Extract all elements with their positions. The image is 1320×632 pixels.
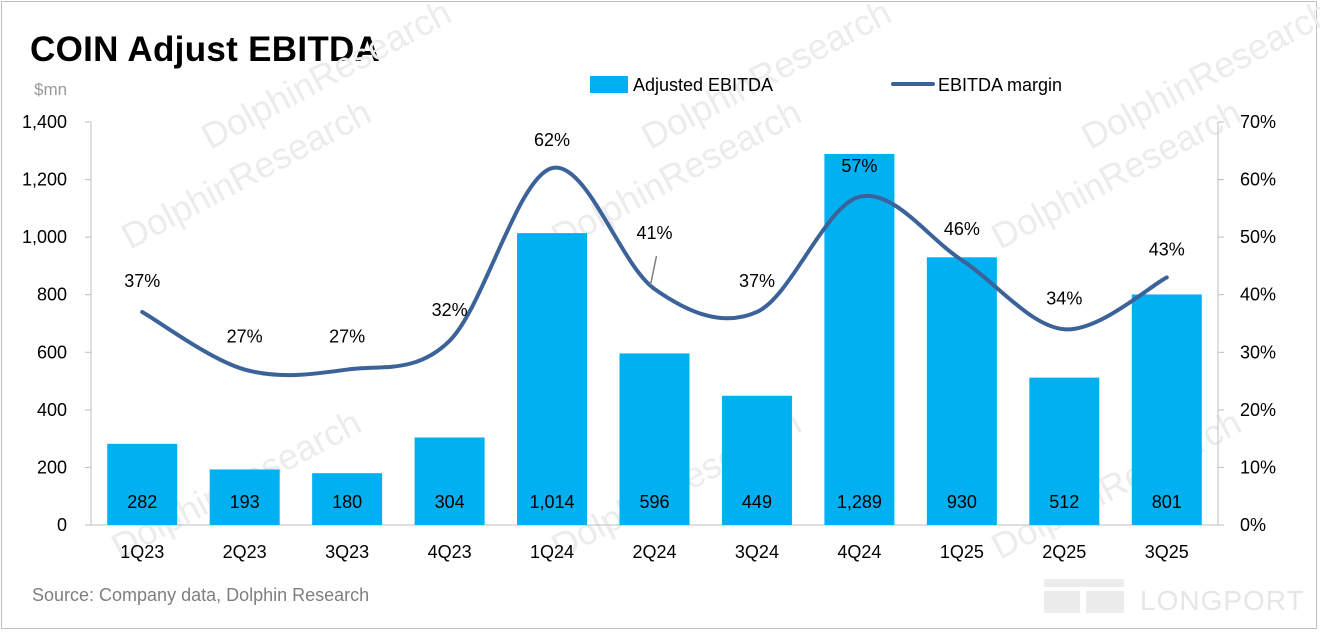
bar-2Q24	[619, 353, 690, 525]
x-tick-label: 4Q23	[428, 542, 472, 562]
margin-value-label: 27%	[329, 327, 365, 347]
x-tick-label: 2Q23	[223, 542, 267, 562]
label-leader-line	[649, 255, 658, 286]
bar-value-label: 193	[230, 492, 260, 512]
y-tick-label-right: 60%	[1240, 170, 1276, 190]
bar-4Q23	[414, 437, 485, 525]
margin-value-label: 37%	[739, 271, 775, 291]
y-tick-label-right: 20%	[1240, 400, 1276, 420]
margin-value-label: 62%	[534, 130, 570, 150]
x-tick-label: 4Q24	[837, 542, 881, 562]
margin-value-label: 32%	[432, 300, 468, 320]
bar-value-label: 449	[742, 492, 772, 512]
bar-1Q24	[517, 233, 588, 525]
y-tick-label-left: 1,400	[22, 112, 67, 132]
x-tick-label: 2Q24	[632, 542, 676, 562]
x-tick-label: 3Q23	[325, 542, 369, 562]
margin-value-label: 34%	[1046, 288, 1082, 308]
y-tick-label-left: 0	[57, 515, 67, 535]
margin-value-label: 27%	[227, 327, 263, 347]
bar-3Q25	[1131, 294, 1202, 525]
bar-value-label: 304	[435, 492, 465, 512]
bar-value-label: 512	[1049, 492, 1079, 512]
bar-value-label: 1,014	[530, 492, 575, 512]
brand-text: LONGPORT	[1140, 585, 1305, 616]
x-tick-label: 1Q24	[530, 542, 574, 562]
x-tick-label: 1Q23	[120, 542, 164, 562]
y-axis-unit: $mn	[34, 80, 68, 99]
y-tick-label-left: 400	[37, 400, 67, 420]
chart-title: COIN Adjust EBITDA	[30, 30, 381, 69]
bar-value-label: 801	[1152, 492, 1182, 512]
ebitda-margin-line	[140, 165, 1169, 378]
bar-1Q23	[107, 443, 178, 525]
bar-value-label: 930	[947, 492, 977, 512]
legend-label-line: EBITDA margin	[938, 75, 1062, 95]
y-tick-label-left: 1,200	[22, 170, 67, 190]
margin-value-label: 46%	[944, 219, 980, 239]
y-tick-label-right: 40%	[1240, 285, 1276, 305]
bar-value-label: 180	[332, 492, 362, 512]
bar-value-label: 596	[639, 492, 669, 512]
legend-swatch-bar	[590, 76, 628, 93]
margin-value-label: 37%	[124, 271, 160, 291]
margin-value-label: 43%	[1149, 239, 1185, 259]
longport-logo: LONGPORT	[1040, 575, 1310, 617]
x-tick-label: 2Q25	[1042, 542, 1086, 562]
bar-3Q23	[312, 473, 383, 525]
legend-label-bar: Adjusted EBITDA	[633, 75, 773, 95]
y-tick-label-right: 50%	[1240, 227, 1276, 247]
y-tick-label-right: 70%	[1240, 112, 1276, 132]
margin-value-label: 57%	[841, 156, 877, 176]
y-tick-label-left: 200	[37, 457, 67, 477]
source-note: Source: Company data, Dolphin Research	[32, 585, 370, 605]
bar-3Q24	[721, 395, 792, 525]
bar-2Q23	[209, 469, 280, 525]
y-tick-label-right: 30%	[1240, 342, 1276, 362]
y-tick-label-right: 0%	[1240, 515, 1266, 535]
x-tick-label: 3Q25	[1145, 542, 1189, 562]
x-tick-label: 3Q24	[735, 542, 779, 562]
y-tick-label-left: 800	[37, 285, 67, 305]
y-tick-label-left: 600	[37, 342, 67, 362]
bar-value-label: 1,289	[837, 492, 882, 512]
y-tick-label-right: 10%	[1240, 457, 1276, 477]
bar-value-label: 282	[127, 492, 157, 512]
watermark-text: DolphinResearch	[985, 401, 1248, 567]
x-tick-label: 1Q25	[940, 542, 984, 562]
y-tick-label-left: 1,000	[22, 227, 67, 247]
margin-value-label: 41%	[636, 223, 672, 243]
bar-2Q25	[1029, 377, 1100, 525]
longport-logo-icon	[1044, 579, 1124, 613]
bar-4Q24	[824, 153, 895, 525]
bar-1Q25	[926, 257, 997, 525]
